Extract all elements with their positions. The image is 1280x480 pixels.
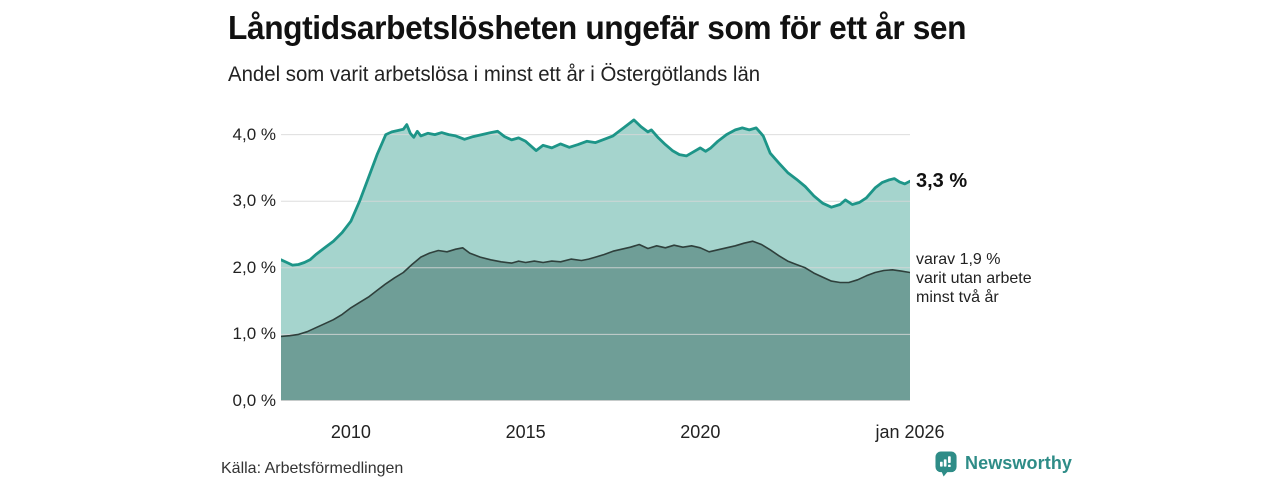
x-axis-label: 2010 bbox=[330, 422, 371, 442]
x-axis-label: 2020 bbox=[680, 422, 721, 442]
source-caption: Källa: Arbetsförmedlingen bbox=[221, 460, 404, 477]
chart-subtitle: Andel som varit arbetslösa i minst ett å… bbox=[228, 63, 761, 86]
area-chart-plot bbox=[281, 118, 910, 401]
newsworthy-logo-icon bbox=[935, 451, 957, 477]
y-axis-label: 3,0 % bbox=[232, 191, 276, 211]
x-axis-label: 2015 bbox=[505, 422, 546, 442]
newsworthy-wordmark: Newsworthy bbox=[965, 453, 1073, 473]
x-axis-label: jan 2026 bbox=[875, 422, 945, 442]
annotation-total-value: 3,3 % bbox=[916, 170, 968, 192]
newsworthy-brand: Newsworthy bbox=[935, 451, 1072, 477]
y-axis-label: 4,0 % bbox=[232, 124, 276, 144]
chart-title: Långtidsarbetslösheten ungefär som för e… bbox=[228, 9, 967, 46]
annotation-two-year-note: varav 1,9 % varit utan arbete minst två … bbox=[916, 251, 1032, 306]
y-axis-label: 1,0 % bbox=[232, 324, 276, 344]
y-axis-label: 2,0 % bbox=[232, 257, 276, 277]
y-axis-label: 0,0 % bbox=[232, 391, 276, 410]
